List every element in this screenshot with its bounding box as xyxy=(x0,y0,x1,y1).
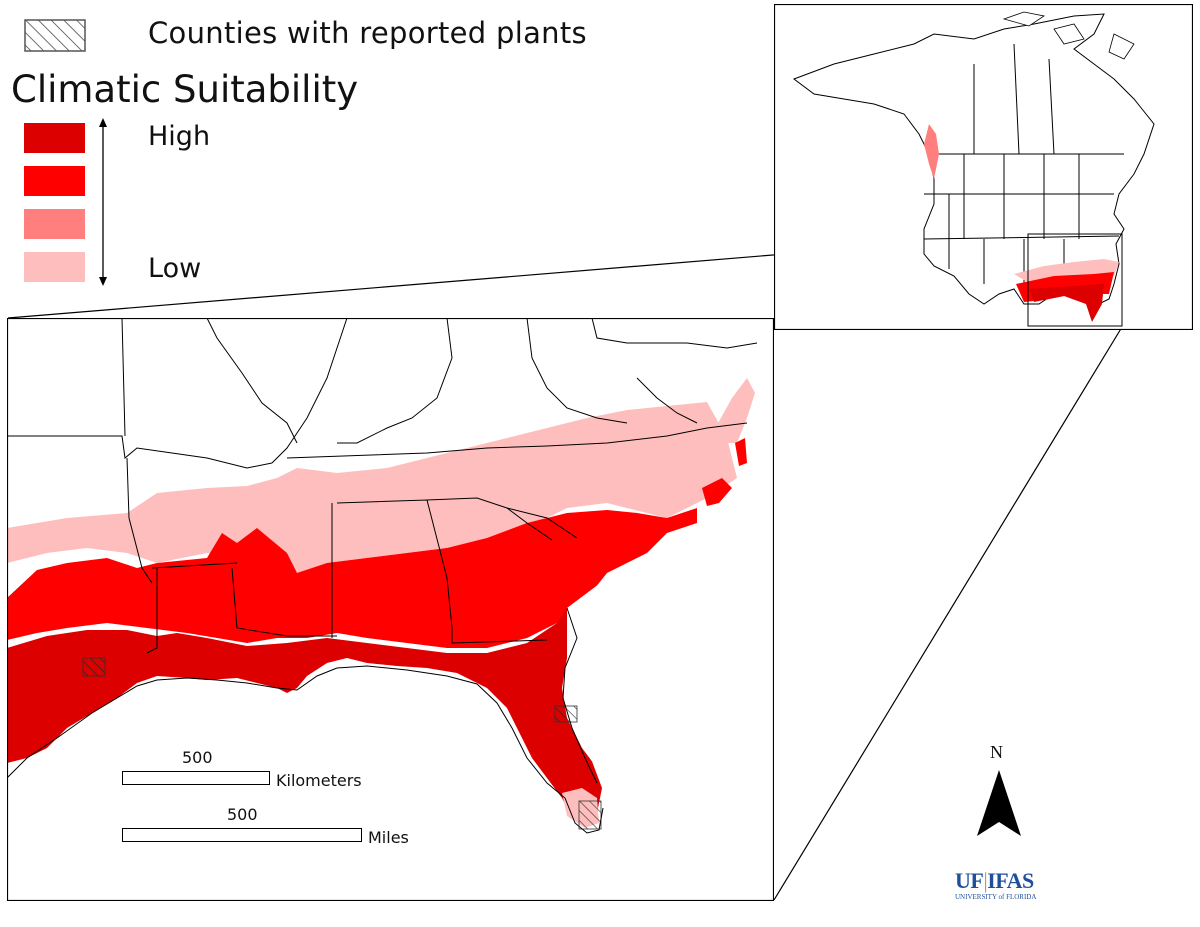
legend-title: Climatic Suitability xyxy=(11,68,359,111)
mi-scale-value: 500 xyxy=(227,805,258,824)
north-arrow-icon xyxy=(977,770,1021,836)
legend-low-label: Low xyxy=(148,253,202,284)
legend-high-label: High xyxy=(148,121,211,152)
swatch-high xyxy=(24,123,85,153)
mi-scale-unit: Miles xyxy=(368,828,409,847)
hatch-swatch xyxy=(24,19,86,52)
hatch-legend-label: Counties with reported plants xyxy=(148,16,587,50)
swatch-medium-high xyxy=(24,166,85,196)
low-suitability-zone xyxy=(7,402,737,583)
km-scale-value: 500 xyxy=(182,748,213,767)
main-suitability-map xyxy=(7,318,774,901)
suitability-arrow-icon xyxy=(99,118,107,286)
logo-subtitle: UNIVERSITY of FLORIDA xyxy=(955,893,1037,901)
logo-uf-text: UF xyxy=(955,868,984,893)
high-suitability-zone xyxy=(7,608,602,823)
mi-scale-bar xyxy=(122,828,362,842)
km-scale-unit: Kilometers xyxy=(276,771,362,790)
reported-county xyxy=(82,657,106,677)
medium-high-suitability-zone xyxy=(7,508,697,648)
north-america-inset-map xyxy=(774,4,1193,330)
logo-ifas-text: IFAS xyxy=(987,868,1034,893)
reported-county xyxy=(554,705,578,723)
ufifas-logo: UF|IFAS UNIVERSITY of FLORIDA xyxy=(955,868,1037,901)
legend: Counties with reported plants Climatic S… xyxy=(0,0,600,300)
reported-county xyxy=(578,800,602,830)
north-label: N xyxy=(990,742,1003,762)
swatch-medium-low xyxy=(24,209,85,239)
km-scale-bar xyxy=(122,771,270,785)
swatch-low xyxy=(24,252,85,282)
